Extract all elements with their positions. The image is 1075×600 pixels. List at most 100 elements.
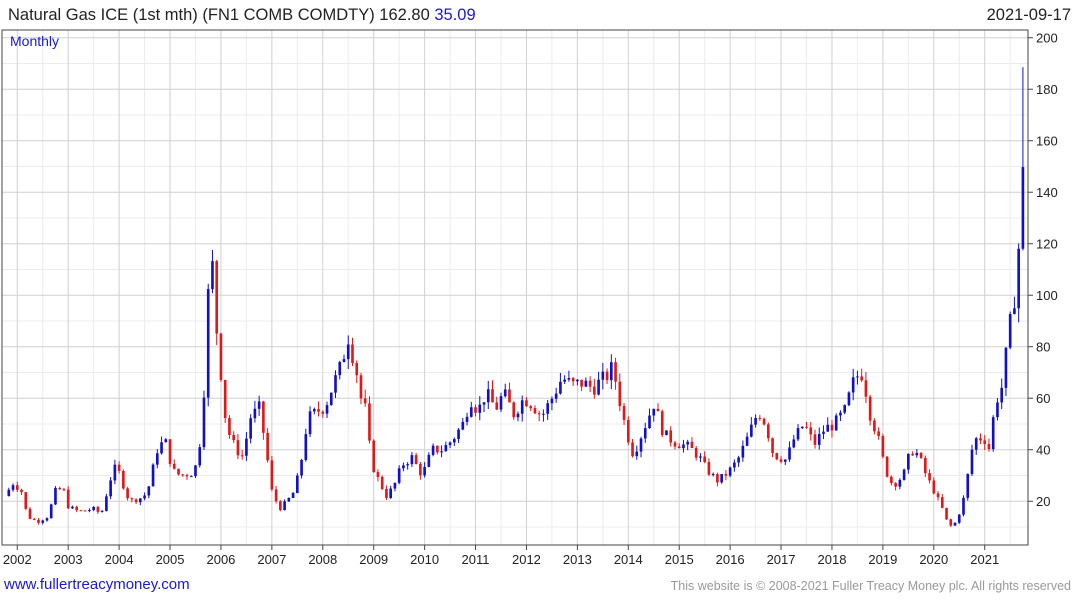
- candle-down: [279, 501, 282, 511]
- candle-up: [826, 424, 830, 432]
- candle-up: [1017, 248, 1020, 309]
- candle-up: [652, 408, 656, 416]
- candle-down: [860, 376, 863, 381]
- x-tick-label: 2009: [359, 552, 388, 567]
- candle-down: [79, 510, 83, 512]
- x-tick-label: 2013: [563, 552, 592, 567]
- candle-up: [851, 377, 855, 393]
- candle-up: [11, 485, 15, 490]
- y-tick-label: 160: [1036, 134, 1058, 149]
- candle-up: [7, 489, 11, 497]
- candle-up: [410, 455, 414, 465]
- candle-up: [427, 454, 431, 467]
- candle-up: [245, 438, 248, 456]
- candle-down: [694, 448, 698, 458]
- candle-up: [109, 480, 112, 497]
- candle-up: [750, 424, 753, 437]
- candle-up: [847, 392, 851, 406]
- candle-down: [376, 472, 380, 477]
- x-tick-label: 2014: [614, 552, 643, 567]
- candle-down: [75, 506, 78, 511]
- candle-down: [274, 489, 278, 502]
- y-tick-label: 140: [1036, 185, 1058, 200]
- candle-down: [181, 474, 185, 476]
- candle-up: [902, 469, 906, 480]
- candle-up: [643, 428, 647, 439]
- candle-down: [864, 380, 868, 397]
- candle-up: [257, 401, 261, 409]
- candle-up: [113, 464, 117, 481]
- candle-up: [1008, 314, 1012, 348]
- candle-down: [923, 457, 927, 474]
- candle-down: [890, 476, 893, 484]
- candle-up: [567, 378, 571, 380]
- candle-down: [512, 402, 516, 418]
- candle-up: [745, 436, 749, 446]
- candle-up: [576, 379, 579, 382]
- candle-down: [626, 419, 630, 443]
- copyright-notice: This website is © 2008-2021 Fuller Treac…: [670, 579, 1071, 593]
- candle-down: [236, 440, 240, 456]
- candle-up: [461, 421, 465, 430]
- candle-down: [232, 434, 235, 441]
- candle-up: [665, 430, 668, 436]
- candle-down: [571, 378, 575, 382]
- candle-down: [936, 493, 940, 498]
- candle-up: [393, 482, 397, 489]
- x-tick-label: 2021: [970, 552, 999, 567]
- candle-down: [529, 406, 533, 409]
- x-tick-label: 2020: [919, 552, 948, 567]
- candle-up: [346, 344, 350, 360]
- candle-up: [88, 510, 91, 512]
- candle-up: [71, 506, 74, 509]
- candle-down: [219, 333, 223, 380]
- candle-up: [49, 504, 53, 519]
- candle-up: [312, 409, 316, 412]
- candle-up: [686, 441, 690, 445]
- x-tick-label: 2005: [156, 552, 185, 567]
- candle-down: [270, 460, 274, 490]
- candle-up: [402, 465, 405, 469]
- candle-down: [771, 438, 774, 454]
- candle-down: [533, 408, 537, 414]
- candle-up: [796, 428, 800, 440]
- candle-down: [660, 411, 664, 436]
- site-link[interactable]: www.fullertreacymoney.com: [4, 576, 190, 593]
- x-tick-label: 2008: [308, 552, 337, 567]
- candle-up: [817, 433, 821, 445]
- candle-up: [198, 447, 202, 466]
- candle-up: [211, 261, 214, 290]
- candle-up: [1000, 387, 1004, 403]
- candle-up: [139, 498, 142, 503]
- candle-up: [342, 359, 346, 362]
- candle-down: [491, 389, 494, 403]
- candle-down: [809, 427, 813, 435]
- candle-up: [991, 417, 995, 450]
- candle-down: [32, 518, 36, 520]
- candle-up: [329, 392, 333, 406]
- y-tick-label: 60: [1036, 391, 1050, 406]
- candle-up: [465, 416, 469, 422]
- candle-up: [499, 396, 503, 410]
- candle-up: [151, 464, 155, 487]
- candle-down: [580, 379, 583, 387]
- candle-up: [304, 434, 308, 460]
- candle-down: [983, 440, 987, 444]
- candle-down: [605, 371, 609, 381]
- candle-up: [45, 518, 49, 521]
- candle-up: [597, 379, 600, 395]
- candle-down: [130, 498, 134, 500]
- candle-down: [873, 420, 876, 432]
- candle-up: [584, 380, 588, 387]
- candle-down: [185, 475, 189, 477]
- candle-down: [813, 434, 817, 445]
- candle-down: [28, 508, 32, 519]
- candle-down: [24, 492, 28, 509]
- candle-down: [762, 418, 766, 425]
- candle-up: [1013, 308, 1016, 315]
- candle-down: [940, 497, 944, 508]
- candle-down: [436, 445, 439, 453]
- candle-down: [618, 381, 622, 407]
- candle-down: [537, 413, 541, 415]
- candle-down: [724, 474, 728, 476]
